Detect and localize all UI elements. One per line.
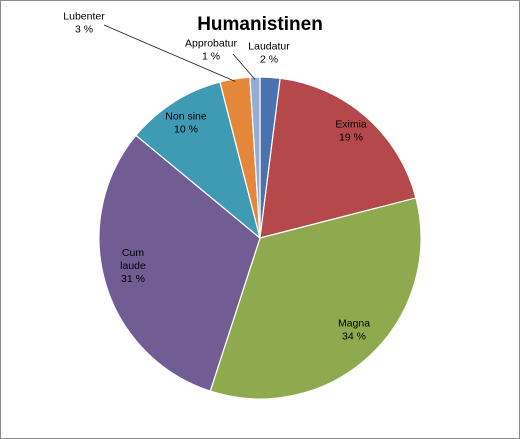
slice-label-lubenter: Lubenter 3 % (63, 11, 105, 36)
slice-non-sine (135, 81, 262, 240)
slice-cum-laude (98, 134, 261, 392)
slice-eximia (259, 77, 417, 239)
slice-labels: Laudatur 2 % Eximia 19 % Magna 34 % Cum laude 31… (63, 11, 370, 343)
pie-slices (98, 76, 422, 400)
leader-line-approbatur (232, 53, 256, 80)
leader-lines (103, 24, 256, 82)
slice-label-laudatur: Laudatur 2 % (248, 41, 290, 66)
slice-label-approbatur: Approbatur 1 % (185, 38, 237, 63)
slice-approbatur (249, 76, 261, 239)
leader-line-lubenter (103, 24, 236, 82)
slice-label-non-sine: Non sine 10 % (165, 111, 207, 136)
slice-label-magna: Magna 34 % (338, 318, 370, 343)
slice-label-eximia: Eximia 19 % (335, 119, 367, 144)
slice-label-cum-laude: Cum laude 31 % (120, 247, 146, 285)
slice-magna (209, 197, 422, 400)
chart-title: Humanistinen (197, 14, 323, 35)
